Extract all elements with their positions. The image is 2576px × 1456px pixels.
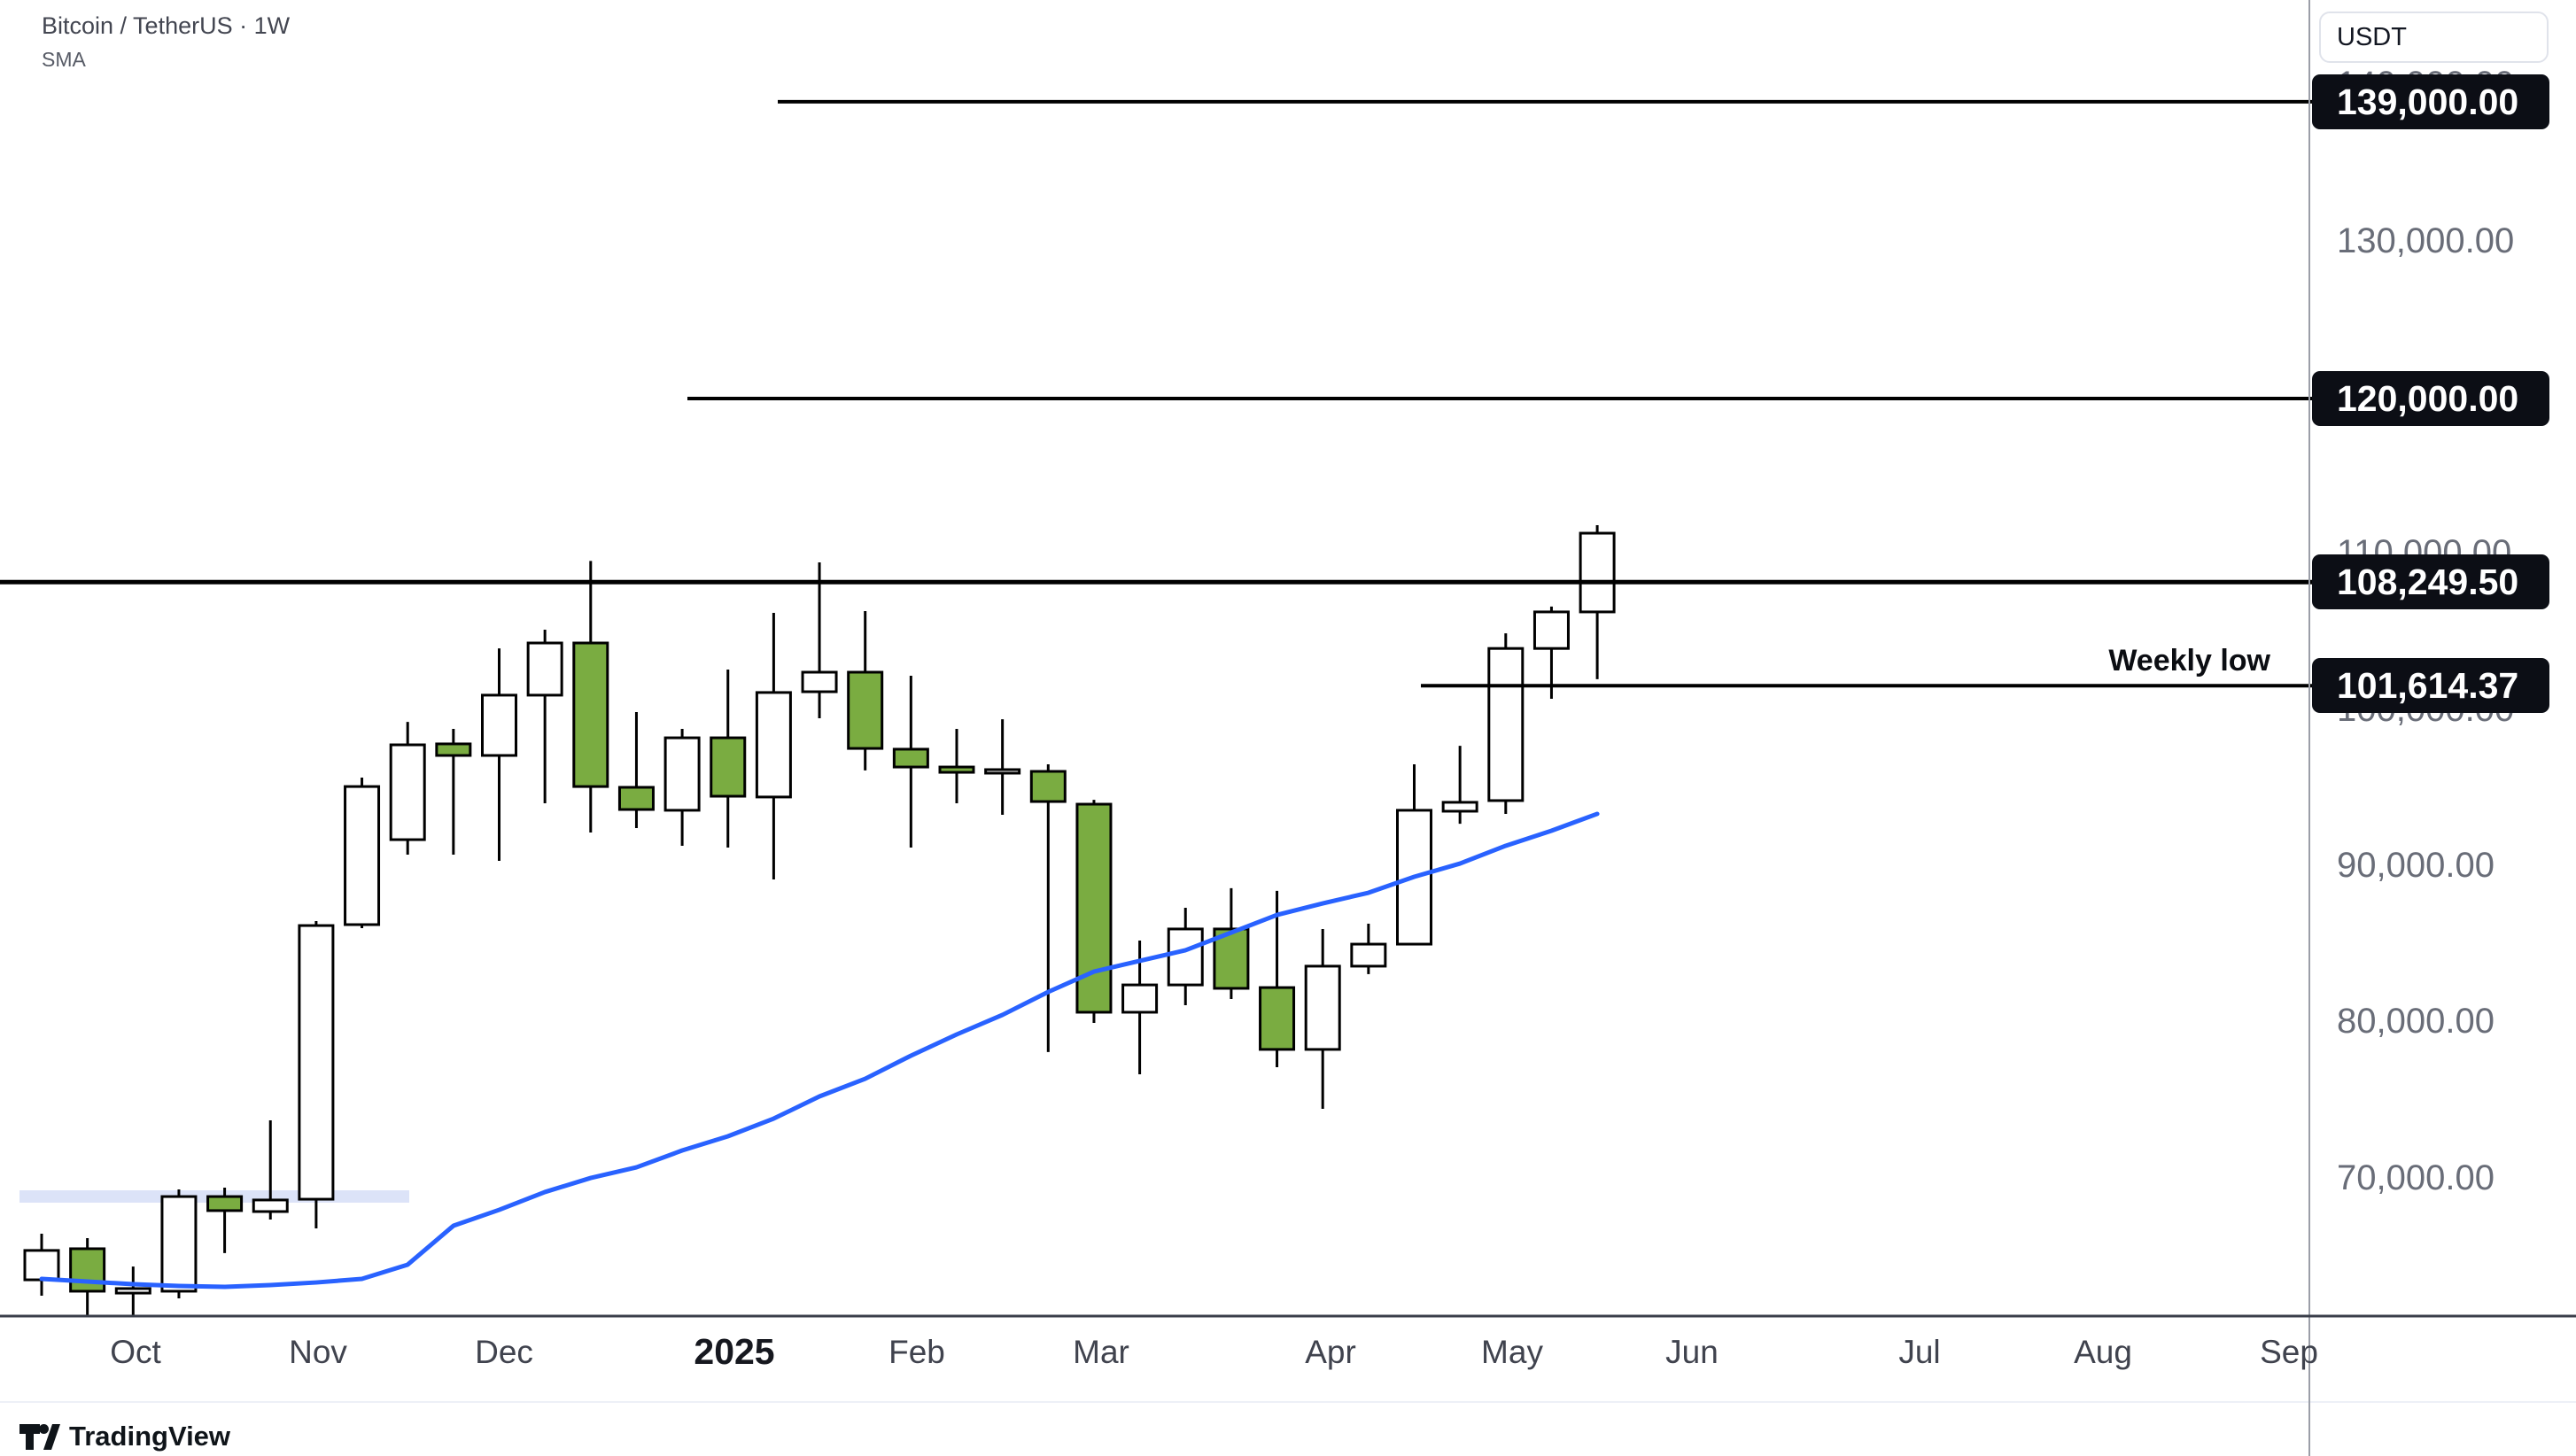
candle-body — [1029, 770, 1067, 803]
candle-body — [938, 765, 975, 774]
price-axis-label: 90,000.00 — [2337, 846, 2495, 886]
symbol-title[interactable]: Bitcoin / TetherUS · 1W — [42, 12, 291, 39]
candle-body — [389, 743, 426, 841]
candle-body — [1167, 927, 1204, 987]
time-axis-label: 2025 — [694, 1331, 775, 1372]
time-axis-label: Aug — [2074, 1334, 2132, 1370]
candle-body — [1259, 986, 1296, 1051]
time-axis-label: Oct — [110, 1334, 161, 1370]
tradingview-logo-text: TradingView — [69, 1421, 231, 1452]
time-axis-label: Mar — [1073, 1334, 1129, 1370]
price-level-label: 139,000.00 — [2312, 74, 2549, 129]
currency-unit-button[interactable]: USDT — [2319, 12, 2549, 63]
tradingview-logo[interactable]: TradingView — [19, 1419, 230, 1454]
price-axis-label: 130,000.00 — [2337, 221, 2515, 260]
time-axis-label: Sep — [2260, 1334, 2318, 1370]
candle-body — [1441, 801, 1478, 813]
candle-body — [344, 785, 381, 926]
price-level-label: 108,249.50 — [2312, 554, 2549, 610]
candle-body — [1304, 964, 1341, 1051]
candle-body — [1532, 610, 1570, 650]
candle-body — [252, 1198, 289, 1213]
candle-body — [1350, 942, 1387, 968]
candle-body — [298, 924, 335, 1201]
candle-body — [114, 1287, 151, 1295]
candle-body — [206, 1195, 244, 1212]
time-axis-label: Feb — [888, 1334, 945, 1370]
time-axis-label: Jun — [1665, 1334, 1719, 1370]
price-level-label: 120,000.00 — [2312, 371, 2549, 426]
candle-body — [69, 1247, 106, 1293]
candle-body — [160, 1195, 198, 1293]
price-level-label: 101,614.37 — [2312, 658, 2549, 714]
candle-body — [1579, 531, 1616, 614]
sma-line — [39, 811, 1600, 1289]
candle-body — [801, 670, 838, 693]
candle-body — [847, 670, 884, 750]
candle-body — [481, 693, 517, 757]
price-axis-label: 80,000.00 — [2337, 1002, 2495, 1042]
candle-body — [892, 747, 929, 769]
candle-body — [617, 786, 655, 811]
price-axis-label: 70,000.00 — [2337, 1158, 2495, 1197]
indicator-sma-label[interactable]: SMA — [42, 48, 86, 71]
tradingview-logo-icon — [19, 1423, 60, 1450]
candle-body — [526, 641, 563, 697]
time-axis-label: Jul — [1898, 1334, 1941, 1370]
candle-body — [1487, 647, 1525, 802]
candle-body — [663, 736, 701, 812]
candle-body — [572, 641, 609, 788]
candle-body — [23, 1249, 60, 1282]
candle-body — [755, 691, 792, 799]
time-axis-label: May — [1481, 1334, 1543, 1370]
time-axis-label: Dec — [475, 1334, 533, 1370]
candle-body — [435, 742, 472, 757]
time-axis-label: Apr — [1305, 1334, 1356, 1370]
time-axis-label: Nov — [289, 1334, 347, 1370]
candle-body — [984, 768, 1021, 775]
candle-body — [1121, 983, 1159, 1014]
candle-body — [710, 736, 747, 798]
weekly-low-annotation: Weekly low — [2108, 644, 2270, 678]
